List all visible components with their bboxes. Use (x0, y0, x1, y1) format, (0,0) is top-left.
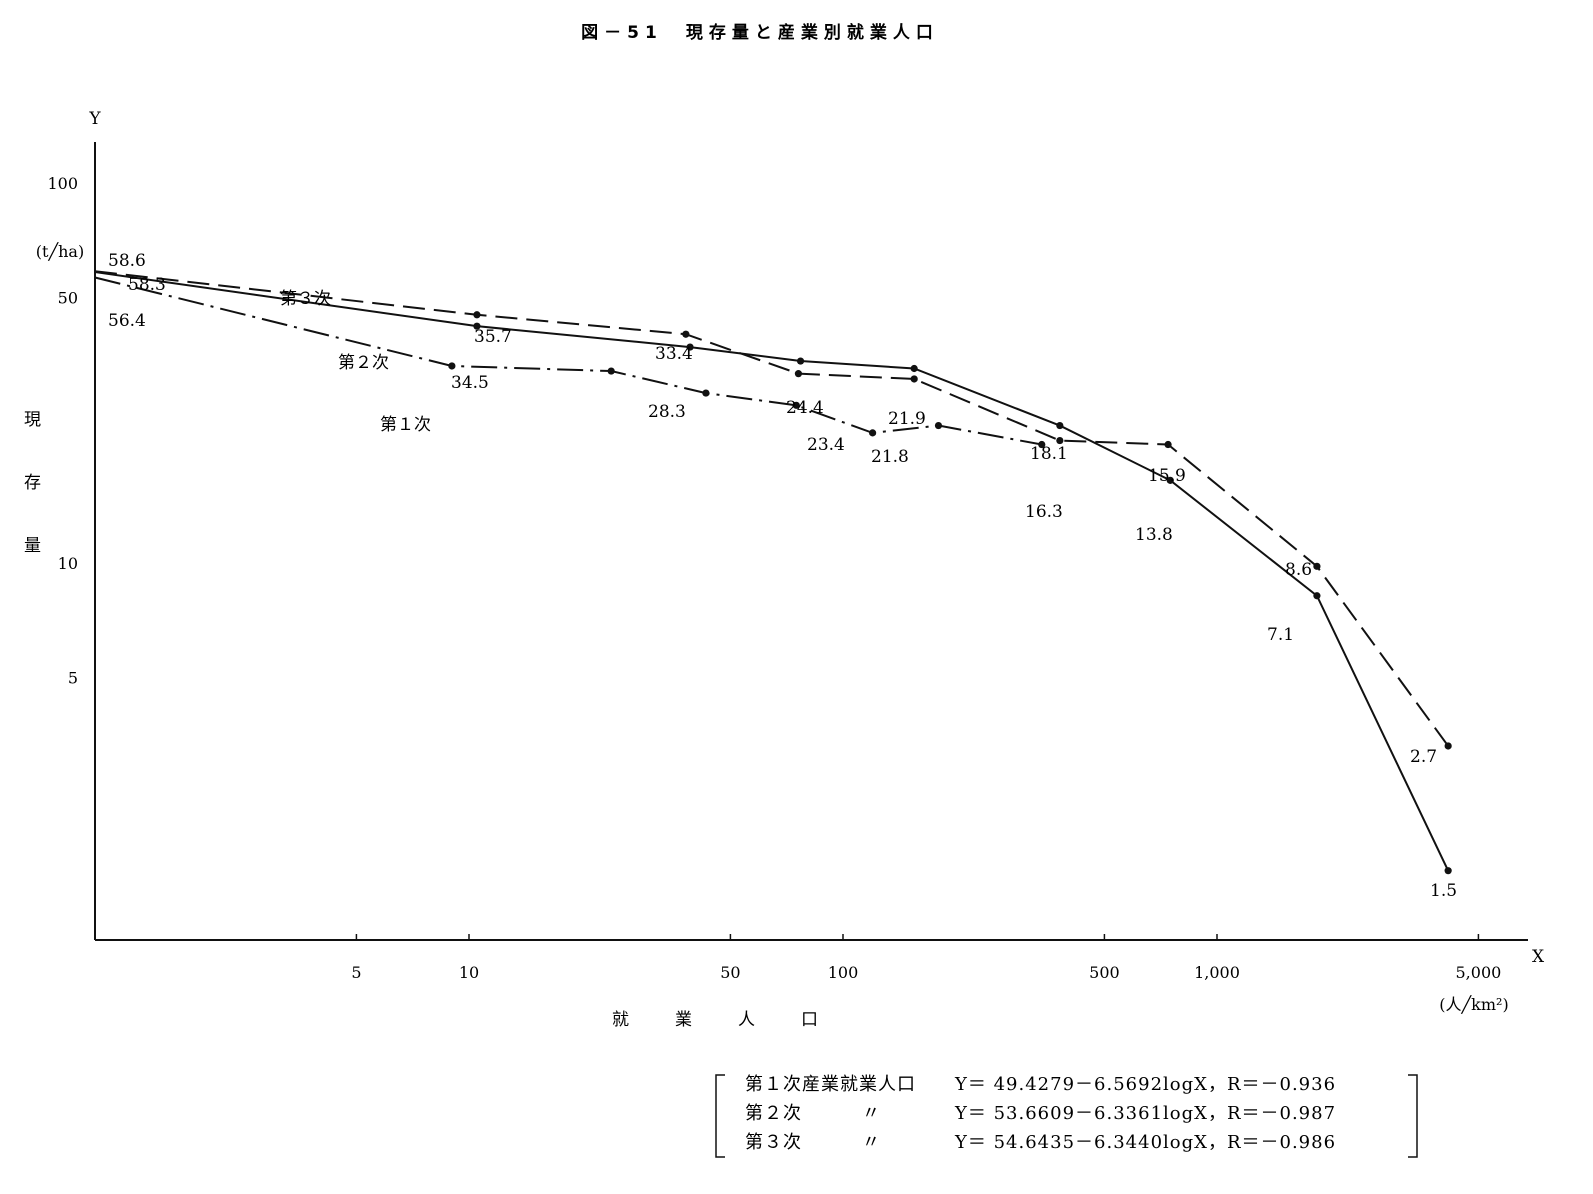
x-axis-label: 就業人口 (612, 1010, 864, 1030)
series-3-point (794, 370, 803, 378)
series-name-label: 第３次 (280, 289, 331, 309)
data-label: 16.3 (1025, 502, 1063, 522)
series-name-label: 第１次 (380, 415, 431, 435)
y-tick-label: 10 (58, 554, 78, 573)
y-tick-label: 5 (68, 668, 78, 687)
data-label: 34.5 (451, 373, 489, 393)
x-tick-label: 5 (351, 963, 361, 982)
data-label: 56.4 (108, 311, 146, 331)
data-label: 58.3 (128, 275, 166, 295)
series-line-2 (94, 271, 1450, 872)
data-labels: 58.6 58.3 56.4 35.7 34.5 33.4 28.3 24.4 23.4 21.9… (108, 251, 1457, 901)
equation-formula-2: Y＝ 53.6609－6.3361logX，R＝－0.987 (954, 1103, 1336, 1124)
y-tick-label: 100 (47, 174, 78, 193)
x-tick-label: 10 (459, 963, 479, 982)
series-2-point (1056, 421, 1064, 430)
series-layer: 第１次 第２次 第３次 (94, 270, 1452, 875)
series-3-point (1313, 562, 1321, 570)
x-axis-unit: (人╱km²) (1439, 995, 1508, 1014)
y-axis-unit: (t╱ha) (36, 242, 84, 261)
data-label: 15.9 (1148, 466, 1186, 486)
data-label: 1.5 (1430, 881, 1457, 901)
equation-ditto-2: 〃 (862, 1103, 881, 1124)
data-label: 21.8 (871, 447, 909, 467)
data-label: 23.4 (807, 435, 845, 455)
x-tick-label: 500 (1089, 963, 1120, 982)
series-2-point (1444, 867, 1452, 875)
series-3-point (1164, 440, 1172, 449)
data-label: 18.1 (1030, 444, 1068, 464)
equation-name-2: 第２次 (745, 1103, 802, 1124)
equation-formula-1: Y＝ 49.4279－6.5692logX，R＝－0.936 (954, 1074, 1336, 1095)
x-tick-label: 100 (828, 963, 859, 982)
series-2-point (910, 364, 918, 373)
series-2-point (686, 343, 694, 351)
chart-title: 図－51 現存量と産業別就業人口 (581, 22, 939, 43)
equation-name-1: 第１次産業就業人口 (745, 1074, 916, 1095)
series-1-point (934, 421, 943, 430)
y-axis-label: 現存量 (20, 410, 41, 599)
series-2-point (796, 357, 805, 365)
series-1-point (448, 362, 456, 370)
y-axis-symbol: Y (88, 109, 101, 129)
series-3-point (682, 330, 690, 338)
data-label: 7.1 (1267, 625, 1294, 645)
series-3-point (473, 311, 481, 319)
series-line-1 (94, 276, 1042, 446)
x-tick-label: 1,000 (1194, 963, 1240, 982)
data-label: 21.9 (888, 409, 926, 429)
x-tick-labels: 5 10 50 100 500 1,000 5,000 (351, 934, 1501, 982)
series-1-point (607, 367, 615, 375)
series-3-point (910, 375, 918, 383)
x-tick-label: 50 (720, 963, 740, 982)
equation-name-3: 第３次 (745, 1132, 802, 1153)
data-label: 2.7 (1410, 747, 1437, 767)
series-2-point (1166, 476, 1174, 484)
data-label: 35.7 (474, 327, 512, 347)
x-axis-symbol: X (1532, 947, 1545, 967)
data-label: 33.4 (655, 344, 693, 364)
series-line-3 (94, 270, 1449, 747)
series-2-point (1313, 592, 1321, 600)
data-label: 28.3 (648, 402, 686, 422)
series-1-point (792, 401, 800, 409)
series-2-point (473, 322, 481, 330)
series-1-point (702, 389, 710, 397)
data-label: 58.6 (108, 251, 146, 271)
series-name-label: 第２次 (338, 353, 389, 373)
series-1-point (869, 429, 877, 437)
y-tick-label: 50 (58, 288, 78, 307)
data-label: 24.4 (786, 398, 824, 418)
y-tick-labels: 100 50 10 5 (47, 174, 78, 687)
data-label: 8.6 (1285, 560, 1312, 580)
series-3-point (1056, 436, 1064, 445)
series-1-point (1038, 440, 1046, 449)
series-3-point (1444, 742, 1452, 750)
x-tick-label: 5,000 (1456, 963, 1502, 982)
equations-box: 第１次産業就業人口 Y＝ 49.4279－6.5692logX，R＝－0.936… (715, 1074, 1418, 1158)
equation-formula-3: Y＝ 54.6435－6.3440logX，R＝－0.986 (954, 1132, 1336, 1153)
equation-ditto-3: 〃 (862, 1132, 881, 1153)
data-label: 13.8 (1135, 525, 1173, 545)
